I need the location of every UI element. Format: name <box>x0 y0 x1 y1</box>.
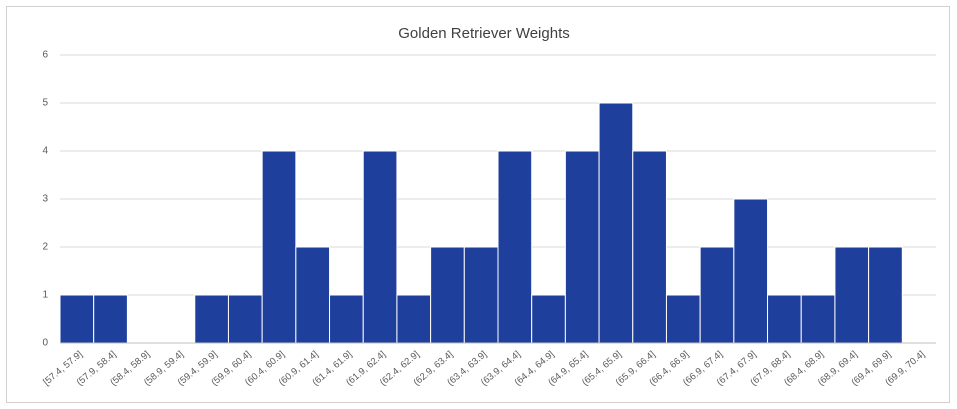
bar <box>463 246 499 344</box>
bar <box>93 294 128 344</box>
bar <box>733 198 769 344</box>
y-tick-label: 2 <box>42 242 48 253</box>
bar <box>295 246 331 344</box>
y-tick-label: 4 <box>42 146 48 157</box>
y-tick-label: 3 <box>42 194 48 205</box>
bar <box>329 294 364 344</box>
bar <box>834 246 870 344</box>
chart-title: Golden Retriever Weights <box>398 25 569 42</box>
bar <box>800 294 836 344</box>
bar <box>767 294 802 344</box>
y-tick-label: 5 <box>42 98 48 109</box>
bar <box>261 150 297 344</box>
y-tick-label: 1 <box>42 290 48 301</box>
y-tick-label: 0 <box>42 338 48 349</box>
bar <box>227 294 263 344</box>
bar <box>699 246 735 344</box>
y-tick-label: 6 <box>42 50 48 61</box>
bar <box>362 150 398 344</box>
bar <box>564 150 600 344</box>
bar <box>868 246 903 344</box>
bar <box>430 246 465 344</box>
bar <box>194 294 229 344</box>
bar <box>665 294 701 344</box>
bar <box>531 294 566 344</box>
bar <box>632 150 667 344</box>
bar <box>59 294 95 344</box>
bar <box>497 150 533 344</box>
bar <box>396 294 432 344</box>
bar <box>598 102 634 344</box>
